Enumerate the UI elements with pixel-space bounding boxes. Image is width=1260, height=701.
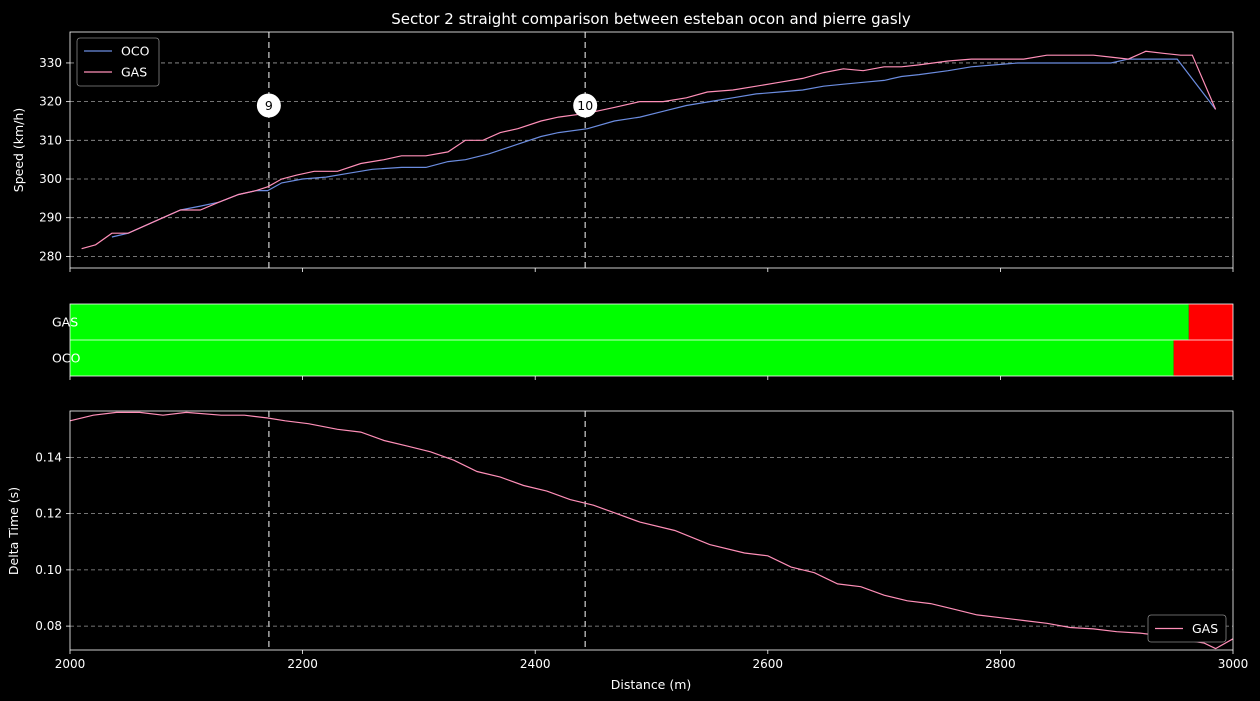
delta-y-axis-title: Delta Time (s) — [6, 487, 21, 575]
delta-line-gas — [69, 411, 1234, 650]
speed-panel: 9 10 280 290 300 310 320 330 Speed (km/h) OCO G… — [11, 31, 1234, 272]
delta-axes-frame — [69, 410, 1234, 651]
delta-y-tick-label: 0.10 — [35, 563, 62, 577]
corner-marker-circle — [256, 93, 281, 118]
delta-legend-box — [1147, 614, 1227, 643]
delta-y-tick-label: 0.12 — [35, 507, 62, 521]
delta-x-tick-label: 2200 — [287, 657, 318, 671]
delta-x-tick-label: 2600 — [753, 657, 784, 671]
speed-line-oco — [111, 58, 1217, 238]
bar-slower-gas — [1188, 304, 1233, 340]
speed-x-ticks — [69, 268, 1234, 272]
bar-faster-gas — [70, 304, 1189, 340]
speed-series — [81, 50, 1217, 250]
corner-marker-circle — [573, 93, 598, 118]
speed-line-gas — [81, 50, 1217, 250]
legend-label-oco: OCO — [121, 44, 150, 59]
speed-y-ticks: 280 290 300 310 320 330 — [39, 56, 70, 263]
x-axis-title: Distance (m) — [611, 677, 692, 692]
bar-axes-frame — [69, 303, 1234, 377]
bar-slower-oco — [1173, 340, 1233, 376]
corner-marker-label: 10 — [577, 98, 593, 113]
delta-y-tick-label: 0.14 — [35, 450, 62, 464]
delta-y-ticks: 0.08 0.10 0.12 0.14 — [35, 450, 70, 633]
delta-y-tick-label: 0.08 — [35, 619, 62, 633]
delta-legend: GAS — [1147, 614, 1227, 643]
speed-y-axis-title: Speed (km/h) — [11, 108, 26, 192]
speed-y-tick-label: 310 — [39, 133, 62, 147]
bar-row-label-oco: OCO — [52, 351, 81, 366]
speed-y-tick-label: 320 — [39, 95, 62, 109]
legend-label-gas: GAS — [121, 65, 147, 80]
speed-axes-frame — [69, 31, 1234, 269]
speed-legend-box — [76, 37, 160, 87]
bar-x-ticks — [69, 376, 1234, 380]
faster-driver-panel: GAS OCO — [52, 303, 1234, 380]
speed-y-tick-label: 300 — [39, 172, 62, 186]
corner-markers: 9 10 — [256, 93, 598, 118]
delta-legend-label: GAS — [1192, 621, 1218, 636]
delta-gridlines — [70, 456, 1233, 627]
delta-panel: 0.08 0.10 0.12 0.14 2000 2200 2400 2600 2800 300… — [6, 410, 1249, 692]
bar-faster-oco — [70, 340, 1174, 376]
delta-x-tick-label: 2000 — [55, 657, 86, 671]
delta-x-tick-label: 3000 — [1218, 657, 1249, 671]
speed-y-tick-label: 280 — [39, 249, 62, 263]
corner-marker-label: 9 — [265, 98, 273, 113]
speed-y-tick-label: 290 — [39, 211, 62, 225]
speed-legend: OCO GAS — [76, 37, 160, 87]
delta-x-tick-label: 2800 — [985, 657, 1016, 671]
bar-row-label-gas: GAS — [52, 315, 78, 330]
delta-x-ticks: 2000 2200 2400 2600 2800 3000 — [55, 650, 1249, 671]
speed-y-tick-label: 330 — [39, 56, 62, 70]
faster-driver-bars: GAS OCO — [52, 304, 1233, 376]
chart-title: Sector 2 straight comparison between est… — [391, 10, 911, 28]
delta-x-tick-label: 2400 — [520, 657, 551, 671]
delta-series — [69, 411, 1234, 650]
